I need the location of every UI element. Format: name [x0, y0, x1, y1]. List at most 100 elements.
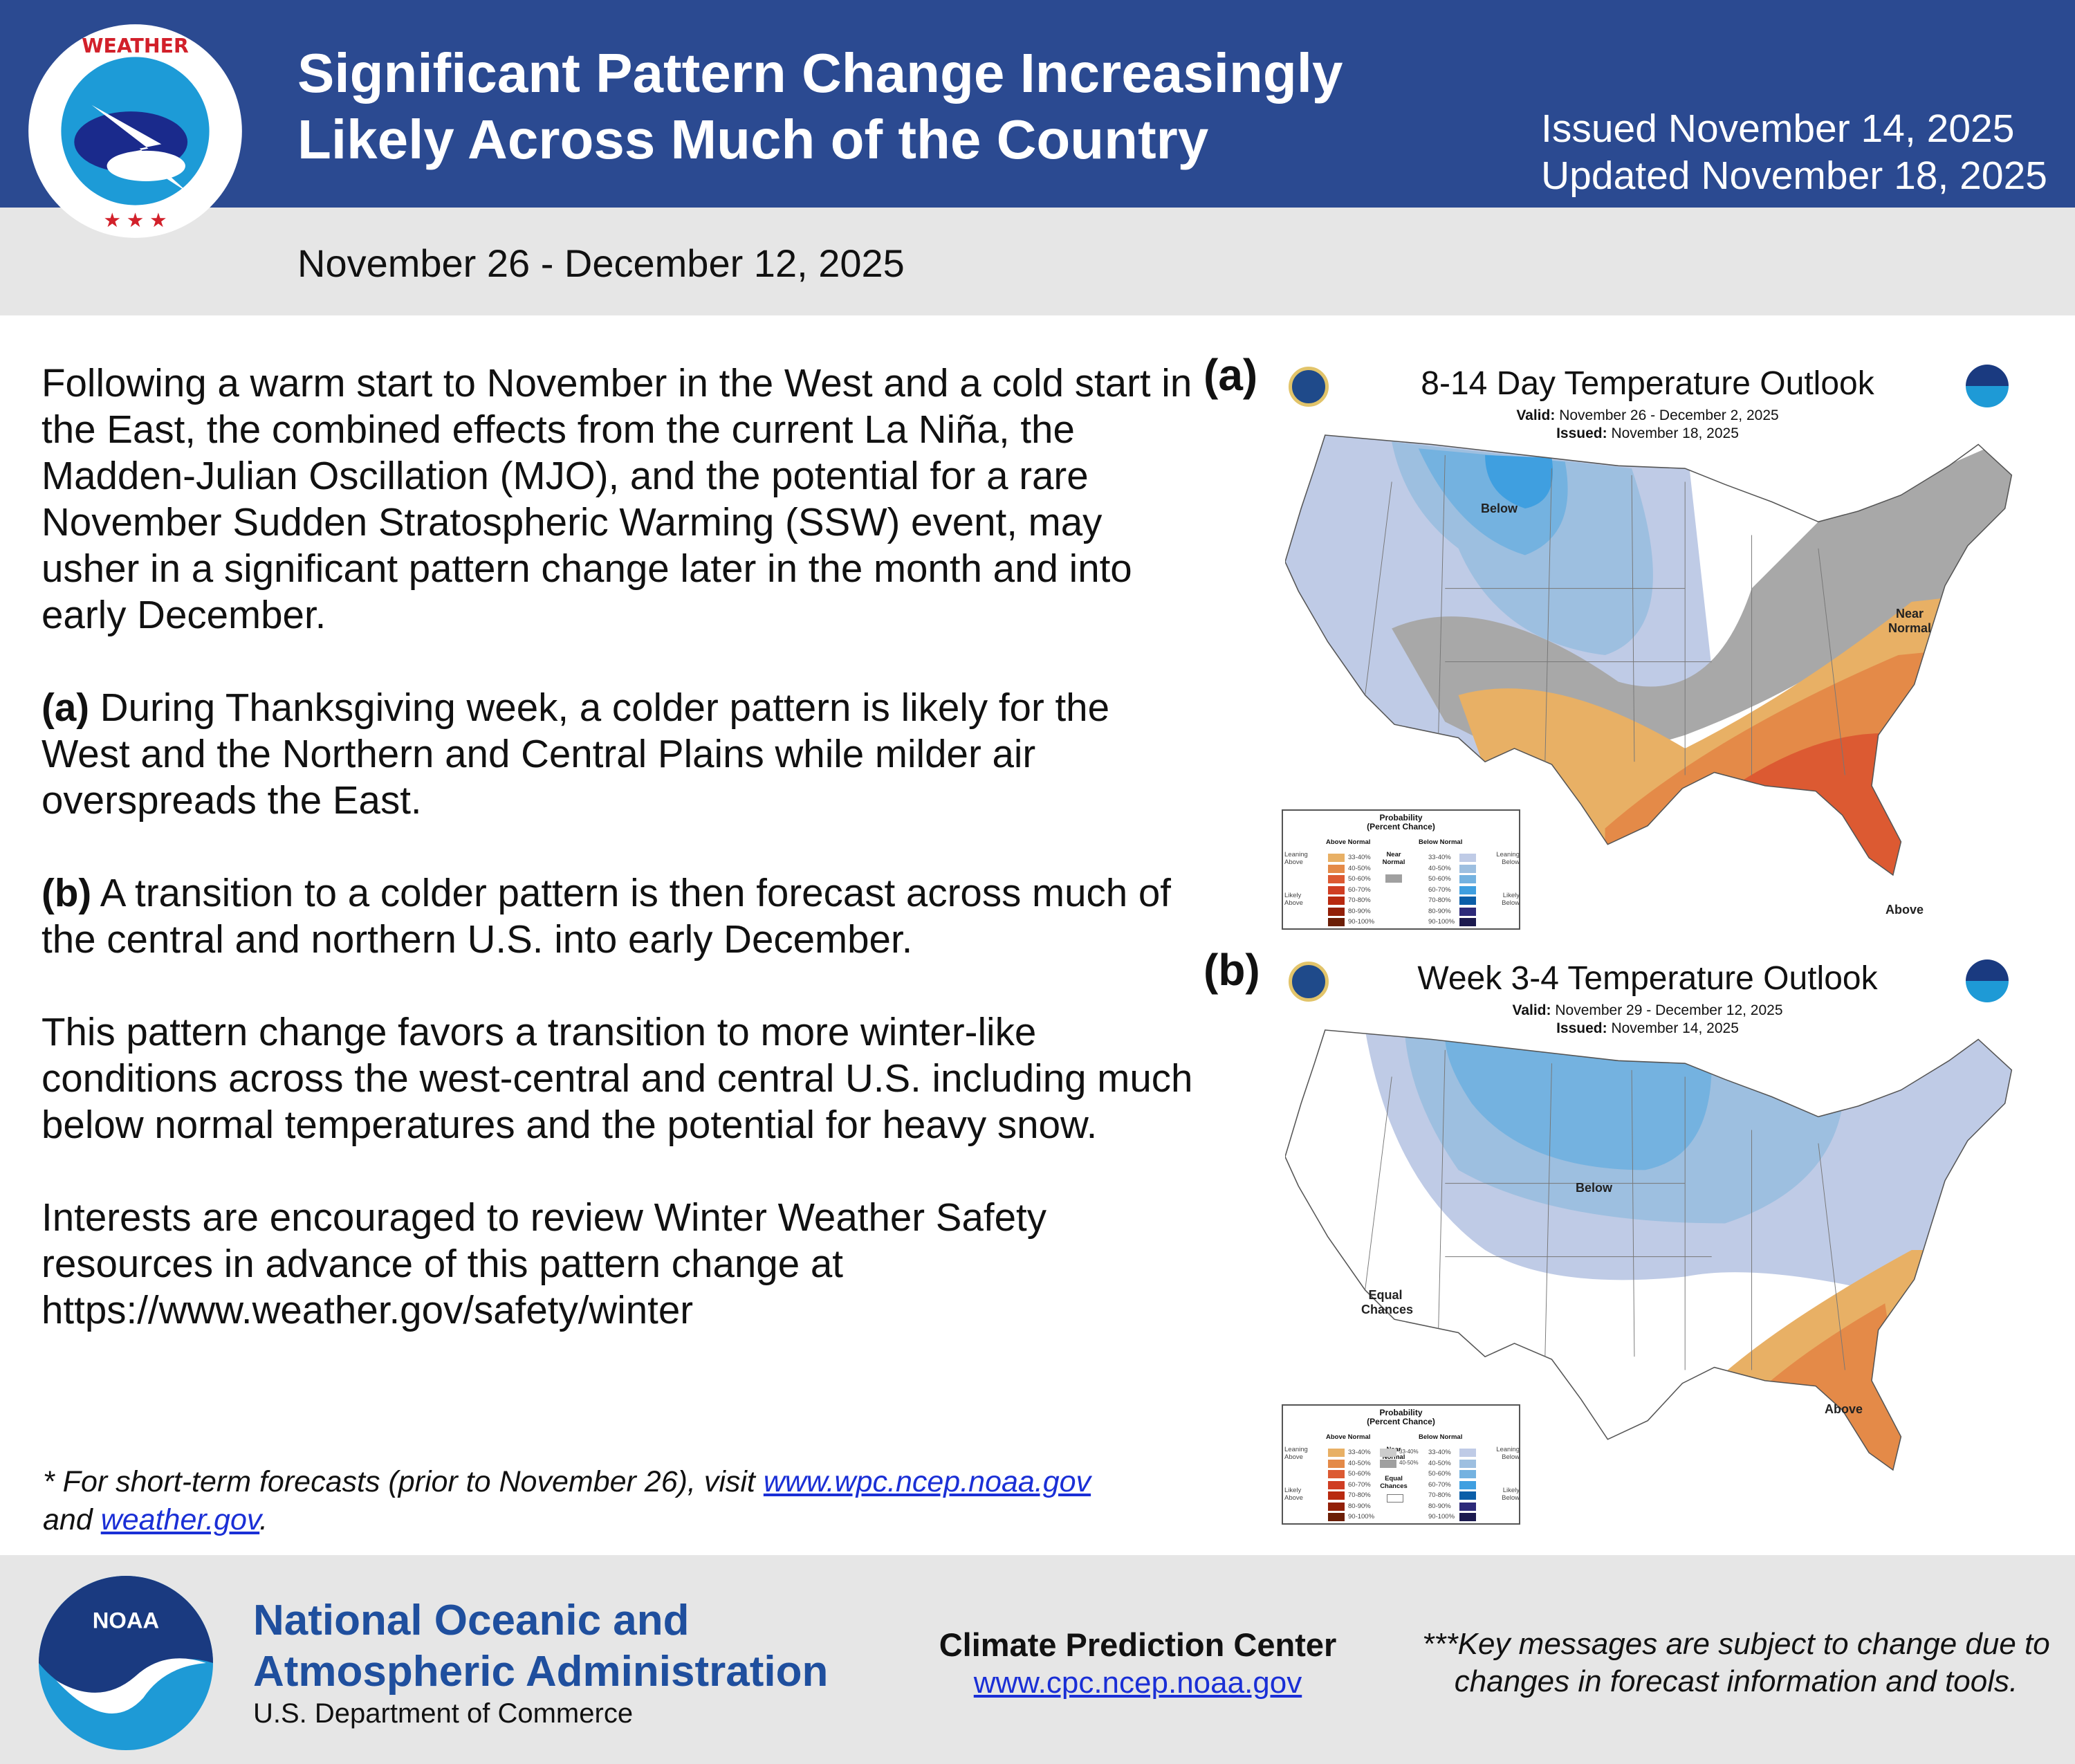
legend-leaning-below: Leaning Below — [1496, 1446, 1520, 1461]
department: U.S. Department of Commerce — [253, 1698, 634, 1729]
footer — [0, 1555, 2075, 1764]
text-a: During Thanksgiving week, a colder patte… — [42, 686, 1110, 822]
legend-swatch-above — [1328, 1502, 1345, 1511]
legend-above-header: Above Normal — [1326, 838, 1371, 846]
panel-label: (b) — [1204, 945, 1260, 995]
legend-range: 90-100% — [1428, 1513, 1455, 1520]
legend-range: 60-70% — [1348, 1480, 1371, 1489]
legend-range: 33-40% — [1348, 1449, 1371, 1456]
legend-likely-below: Likely Below — [1502, 892, 1520, 907]
map-label-below: Below — [1481, 502, 1518, 515]
legend-swatch-below — [1459, 897, 1476, 905]
legend-swatch-above — [1328, 885, 1345, 894]
legend-likely-above: Likely Above — [1284, 1487, 1303, 1502]
legend-range: 80-90% — [1428, 1502, 1451, 1510]
map-label-above: Above — [1885, 903, 1924, 917]
legend-above-header: Above Normal — [1326, 1433, 1371, 1441]
map-title: 8-14 Day Temperature Outlook — [1421, 365, 1874, 402]
valid-dates: November 29 - December 12, 2025 — [1555, 1002, 1783, 1018]
page-title: Significant Pattern Change Increasingly … — [297, 40, 1343, 173]
legend-range: 40-50% — [1428, 1459, 1451, 1467]
label-b: (b) — [42, 871, 92, 915]
issued-date: November 18, 2025 — [1611, 425, 1739, 441]
legend-range: 50-60% — [1428, 875, 1451, 883]
legend-swatch-above — [1328, 1480, 1345, 1489]
legend-title: Probability (Percent Chance) — [1283, 814, 1519, 832]
legend-swatch-below — [1459, 1459, 1476, 1468]
legend-swatch-below — [1459, 1502, 1476, 1511]
paragraph-safety: Interests are encouraged to review Winte… — [42, 1195, 1046, 1332]
legend-swatch-below — [1459, 1480, 1476, 1489]
map-valid: Valid: November 26 - December 2, 2025 — [1336, 406, 1959, 425]
noaa-name: National Oceanic and Atmospheric Adminis… — [253, 1595, 828, 1698]
cpc-link[interactable]: www.cpc.ncep.noaa.gov — [973, 1666, 1302, 1700]
header-banner — [0, 0, 2075, 208]
legend-swatch-above — [1328, 1470, 1345, 1478]
legend-range: 90-100% — [1348, 918, 1375, 926]
legend-swatch-below — [1459, 918, 1476, 926]
noaa-small-logo-icon — [1966, 365, 2009, 407]
us-temperature-map: Below Near Normal Above — [1285, 427, 2018, 917]
legend-swatch-below — [1459, 854, 1476, 862]
legend-below-header: Below Normal — [1419, 838, 1463, 846]
legend-range: 80-90% — [1428, 907, 1451, 915]
legend-range: 70-80% — [1428, 1491, 1451, 1499]
map-label-below: Below — [1576, 1181, 1613, 1195]
probability-region — [1485, 454, 1553, 508]
legend-swatch-above — [1328, 1513, 1345, 1521]
noaa-logo: NOAA — [39, 1576, 213, 1750]
legend-title: Probability (Percent Chance) — [1283, 1408, 1519, 1426]
legend-range: 70-80% — [1348, 897, 1371, 904]
legend-swatch-above — [1328, 1459, 1345, 1468]
legend-range: 50-60% — [1348, 1470, 1371, 1478]
updated-date: Updated November 18, 2025 — [1541, 154, 2047, 198]
panel-label: (a) — [1204, 350, 1258, 400]
legend-range: 90-100% — [1428, 918, 1455, 926]
valid-label: Valid: — [1512, 1002, 1551, 1018]
noaa-small-logo-icon — [1966, 959, 2009, 1002]
title-line-1: Significant Pattern Change Increasingly — [297, 42, 1343, 104]
text-b: A transition to a colder pattern is then… — [42, 871, 1171, 961]
nws-logo: WEATHER ★ ★ ★ — [28, 24, 242, 238]
valid-label: Valid: — [1516, 407, 1556, 423]
legend-leaning-above: Leaning Above — [1284, 1446, 1308, 1461]
legend-swatch-above — [1328, 918, 1345, 926]
issued-label: Issued: — [1556, 1020, 1607, 1036]
valid-dates: November 26 - December 2, 2025 — [1559, 407, 1779, 423]
paragraph-a: (a) During Thanksgiving week, a colder p… — [42, 684, 1204, 823]
legend-title-2: (Percent Chance) — [1367, 1417, 1435, 1426]
legend-title-1: Probability — [1379, 1408, 1423, 1417]
map-label-near: Near Normal — [1888, 607, 1931, 635]
legend-range: 70-80% — [1428, 897, 1451, 904]
wpc-link[interactable]: www.wpc.ncep.noaa.gov — [763, 1465, 1091, 1498]
paragraph-b: (b) A transition to a colder pattern is … — [42, 870, 1204, 962]
map-valid: Valid: November 29 - December 12, 2025 — [1336, 1001, 1959, 1020]
legend-swatch-above — [1328, 875, 1345, 883]
legend-swatch-below — [1459, 1491, 1476, 1500]
disclaimer-line-1: ***Key messages are subject to change du… — [1422, 1627, 2050, 1661]
legend-range: 80-90% — [1348, 907, 1371, 915]
legend-swatch-above — [1328, 864, 1345, 873]
issued-label: Issued: — [1556, 425, 1607, 441]
footnote: * For short-term forecasts (prior to Nov… — [43, 1463, 1091, 1539]
legend-swatch-below — [1459, 864, 1476, 873]
legend-leaning-below: Leaning Below — [1496, 851, 1520, 866]
legend-swatch-above — [1328, 907, 1345, 916]
legend-range: 40-50% — [1348, 864, 1371, 872]
svg-text:WEATHER: WEATHER — [82, 35, 189, 57]
legend-near-range: 33-40% — [1399, 1449, 1419, 1455]
footnote-text: * For short-term forecasts (prior to Nov… — [43, 1465, 764, 1498]
legend-range: 70-80% — [1348, 1491, 1371, 1499]
map-issued: Issued: November 18, 2025 — [1336, 424, 1959, 443]
legend-swatch-near — [1385, 874, 1402, 883]
issued-date: November 14, 2025 — [1611, 1020, 1739, 1036]
legend-swatch-near — [1380, 1449, 1396, 1457]
legend-range: 60-70% — [1428, 885, 1451, 894]
weather-gov-link[interactable]: weather.gov — [100, 1503, 260, 1536]
commerce-seal-icon — [1289, 962, 1329, 1002]
probability-legend: Probability (Percent Chance) Above Normal… — [1282, 1404, 1520, 1525]
legend-range: 40-50% — [1428, 864, 1451, 872]
legend-likely-above: Likely Above — [1284, 892, 1303, 907]
map-label-ec: Equal Chances — [1361, 1288, 1414, 1316]
legend-below-header: Below Normal — [1419, 1433, 1463, 1441]
